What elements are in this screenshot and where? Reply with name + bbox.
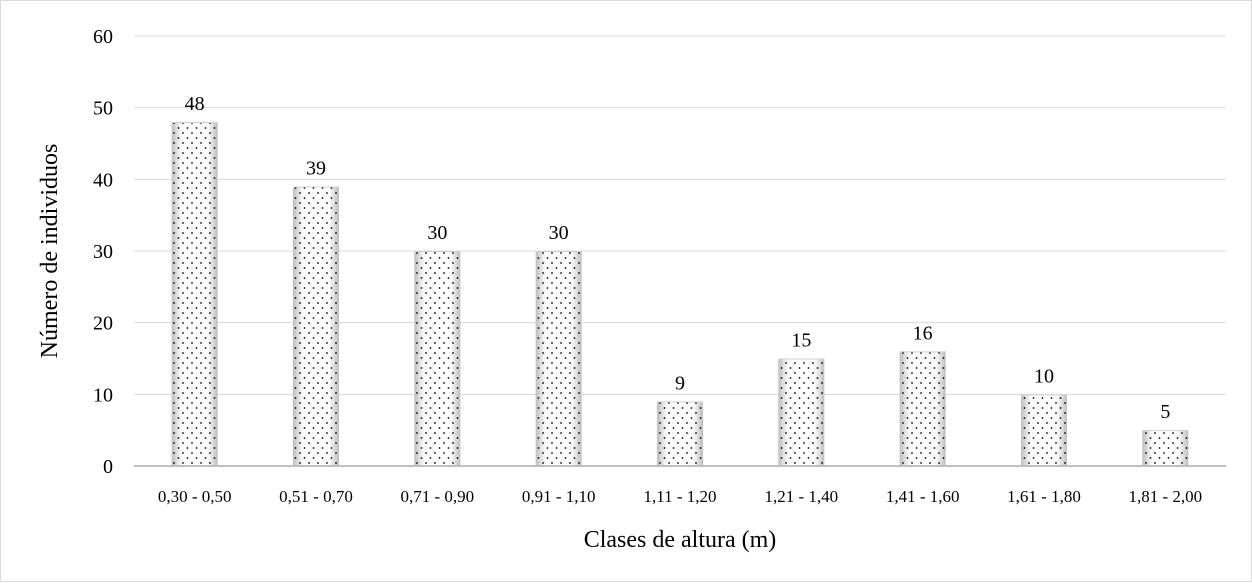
bar (171, 122, 218, 466)
y-tick-label: 40 (93, 169, 113, 191)
data-label: 39 (306, 158, 326, 180)
bar (535, 251, 582, 466)
bar-pattern (1142, 430, 1189, 466)
x-tick-label: 0,51 - 0,70 (279, 487, 353, 506)
data-label: 9 (675, 373, 685, 395)
x-tick-label: 0,71 - 0,90 (400, 487, 474, 506)
y-axis-ticks: 0 10 20 30 40 50 60 (93, 26, 113, 478)
x-tick-label: 0,30 - 0,50 (158, 487, 232, 506)
x-tick-label: 0,91 - 1,10 (522, 487, 596, 506)
bar-pattern (1021, 394, 1067, 466)
bar (293, 186, 339, 466)
y-tick-label: 30 (93, 241, 113, 263)
x-axis-ticks: 0,30 - 0,50 0,51 - 0,70 0,71 - 0,90 0,91 - … (158, 487, 1202, 506)
data-label: 5 (1160, 401, 1170, 423)
y-tick-label: 10 (93, 384, 113, 406)
bar-pattern (293, 186, 339, 466)
bar-pattern (414, 251, 461, 466)
bar-pattern (778, 358, 825, 466)
x-tick-label: 1,81 - 2,00 (1128, 487, 1202, 506)
y-axis-title: Número de individuos (37, 144, 63, 359)
data-label: 48 (185, 93, 205, 115)
y-tick-label: 20 (93, 313, 113, 335)
data-label: 15 (791, 330, 811, 352)
data-label: 30 (427, 222, 447, 244)
y-tick-label: 0 (103, 456, 113, 478)
bar (899, 351, 946, 466)
bar-pattern (535, 251, 582, 466)
y-tick-label: 60 (93, 26, 113, 48)
bar-pattern (171, 122, 218, 466)
x-tick-label: 1,61 - 1,80 (1007, 487, 1081, 506)
x-tick-label: 1,11 - 1,20 (643, 487, 716, 506)
x-tick-label: 1,41 - 1,60 (886, 487, 960, 506)
bar (1021, 394, 1067, 466)
data-label: 16 (913, 322, 933, 344)
y-tick-label: 50 (93, 98, 113, 120)
x-axis-title: Clases de altura (m) (584, 527, 777, 553)
bar-pattern (899, 351, 946, 466)
bar (1142, 430, 1189, 466)
x-tick-label: 1,21 - 1,40 (764, 487, 838, 506)
data-label: 10 (1034, 365, 1054, 387)
bar-pattern (657, 401, 703, 466)
bar (414, 251, 461, 466)
data-label: 30 (549, 222, 569, 244)
data-labels: 48 39 30 30 9 15 16 10 5 (185, 93, 1171, 423)
bar (778, 358, 825, 466)
bars (171, 122, 1189, 466)
bar (657, 401, 703, 466)
